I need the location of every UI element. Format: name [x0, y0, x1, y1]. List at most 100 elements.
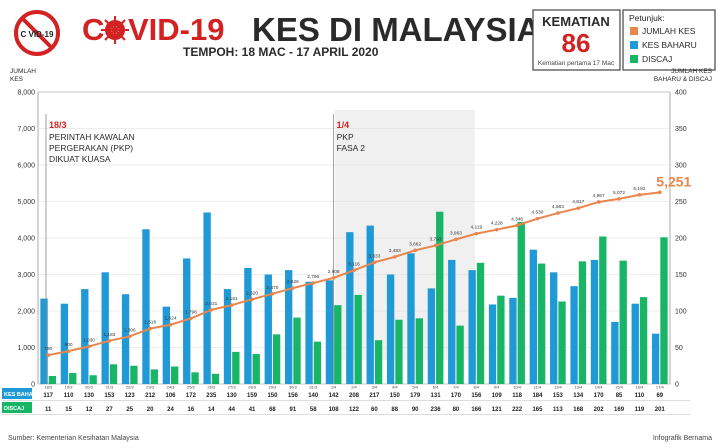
x-tick-label: 8/4 [474, 385, 480, 390]
total-cases-point [168, 322, 173, 327]
bars [40, 211, 668, 384]
y-right-label-1: JUMLAH KES [671, 68, 712, 75]
total-cases-label: 4,119 [470, 225, 482, 231]
table-new-value: 156 [471, 393, 482, 399]
y-left-ticks: 0 1,000 2,000 3,000 4,000 5,000 6,000 7,000 8,00… [17, 90, 35, 389]
total-cases-point [372, 260, 377, 265]
total-cases-label: 2,161 [226, 296, 238, 302]
x-tick-label: 31/3 [309, 385, 318, 390]
no-covid-logo: C VID-19 [14, 10, 60, 56]
bar-discharged [109, 364, 118, 384]
total-line: 790 900 1,030 1,183 1,306 1,518 1,624 1,796 2,03… [44, 173, 692, 357]
bar-discharged [130, 365, 138, 384]
bar-discharged [272, 334, 281, 384]
table-discharged-value: 27 [106, 407, 113, 413]
total-cases-point [535, 216, 540, 221]
x-tick-label: 2/4 [351, 385, 357, 390]
y-left-tick-label: 8,000 [17, 90, 35, 97]
legend-label-discharged: DISCAJ [642, 54, 672, 64]
total-cases-point [270, 292, 275, 296]
bar-discharged [232, 351, 240, 384]
covid-suffix: VID-19 [128, 12, 224, 47]
y-right-tick-label: 100 [675, 309, 687, 316]
table-new-value: 110 [635, 393, 645, 399]
y-left-tick-label: 5,000 [17, 199, 35, 206]
bar-new-cases [590, 259, 599, 384]
legend-label-total: JUMLAH KES [642, 26, 696, 36]
bar-new-cases [570, 286, 578, 384]
virus-icon [101, 16, 129, 44]
table-discharged-value: 169 [614, 407, 625, 413]
total-cases-label: 2,626 [287, 279, 299, 285]
bar-new-cases [264, 274, 272, 384]
annotation-text: PERINTAH KAWALAN [49, 132, 135, 142]
annotation-text: PKP [337, 132, 354, 142]
bar-discharged [313, 341, 322, 384]
bar-new-cases [142, 229, 150, 384]
total-cases-label: 1,518 [144, 320, 156, 326]
table-discharged-value: 108 [329, 407, 340, 413]
table-discharged-value: 166 [471, 407, 482, 413]
table-new-value: 110 [64, 393, 74, 399]
y-right-tick-label: 250 [675, 199, 687, 206]
total-cases-point [556, 211, 560, 215]
total-cases-point [127, 334, 132, 339]
y-right-tick-label: 300 [675, 163, 687, 170]
table-discharged-value: 90 [412, 407, 419, 413]
credit-text: Infografik Bernama [653, 435, 712, 442]
bar-discharged [171, 366, 179, 384]
total-cases-point [66, 349, 71, 353]
table-new-value: 134 [573, 393, 584, 399]
table-discharged-value: 68 [269, 407, 276, 413]
bar-discharged [150, 369, 158, 384]
table-discharged-value: 236 [431, 407, 442, 413]
bar-new-cases [121, 294, 130, 384]
x-tick-label: 9/4 [494, 385, 500, 390]
x-tick-label: 1/4 [331, 385, 337, 390]
total-cases-point [209, 308, 214, 312]
table-discharged-value: 168 [573, 407, 584, 413]
legend-swatch-total [630, 27, 638, 35]
total-cases-point [596, 200, 601, 204]
total-cases-point [454, 237, 458, 242]
x-tick-label: 15/4 [615, 385, 624, 390]
table-new-value: 170 [451, 393, 462, 399]
table-discharged-value: 165 [532, 407, 543, 413]
legend: Petunjuk: JUMLAH KES KES BAHARU DISCAJ [622, 9, 716, 71]
legend-swatch-new [630, 41, 638, 49]
x-tick-label: 29/3 [269, 385, 278, 390]
total-cases-point [87, 344, 91, 349]
period-text: TEMPOH: 18 MAC - 17 APRIL 2020 [183, 45, 379, 59]
total-cases-point [433, 243, 438, 248]
bar-discharged [334, 305, 342, 384]
bar-new-cases [162, 306, 171, 384]
x-tick-label: 25/3 [187, 385, 196, 390]
total-cases-label: 4,530 [531, 210, 543, 216]
bar-discharged [537, 263, 546, 384]
total-cases-label: 1,183 [103, 332, 115, 338]
y-left-tick-label: 2,000 [17, 309, 35, 316]
data-table: KES BAHARU DISCAJ 117 11 110 15 130 12 153 27 12… [2, 388, 690, 415]
bar-discharged [211, 373, 220, 384]
table-new-value: 170 [594, 393, 605, 399]
bar-new-cases [366, 225, 374, 384]
total-cases-label: 900 [65, 342, 73, 348]
page-title: KES DI MALAYSIA [252, 11, 541, 48]
y-left-tick-label: 7,000 [17, 126, 35, 133]
y-right-tick-label: 200 [675, 236, 687, 243]
table-new-value: 123 [125, 393, 136, 399]
total-cases-label: 2,320 [246, 290, 258, 296]
y-left-tick-label: 6,000 [17, 163, 35, 170]
table-new-value: 106 [166, 393, 177, 399]
table-new-value: 142 [329, 393, 340, 399]
y-right-label-2: BAHARU & DISCAJ [654, 76, 712, 83]
bar-discharged [252, 354, 260, 384]
table-new-value: 159 [247, 393, 258, 399]
bar-discharged [374, 340, 383, 384]
y-left-tick-label: 1,000 [17, 345, 35, 352]
total-cases-label: 3,483 [389, 248, 401, 254]
total-cases-point [229, 303, 234, 307]
table-discharged-value: 222 [512, 407, 523, 413]
annotation-text: PERGERAKAN (PKP) [49, 143, 133, 153]
